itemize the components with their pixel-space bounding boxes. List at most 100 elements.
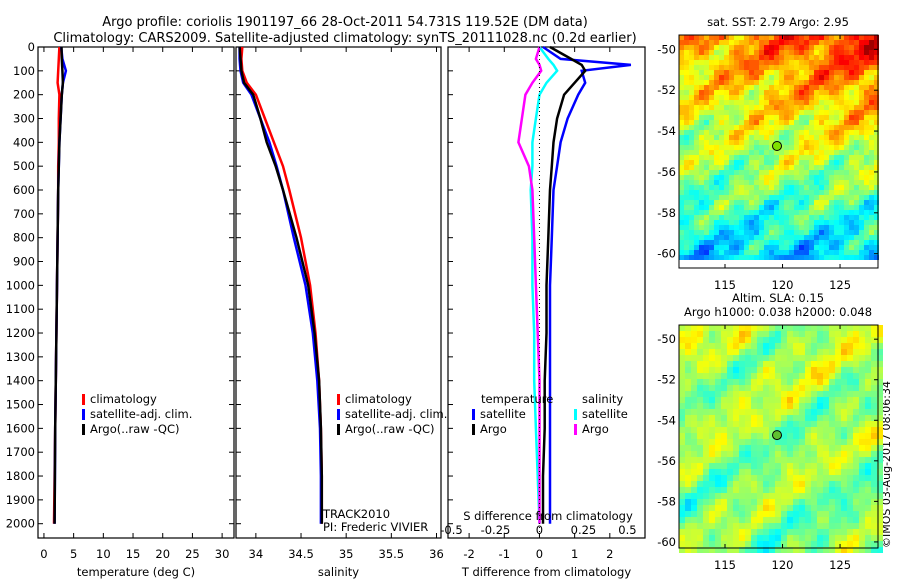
map-cell — [805, 433, 811, 439]
map-cell — [859, 50, 864, 55]
map-cell — [691, 499, 697, 505]
map-cell — [819, 105, 824, 110]
map-cell — [824, 135, 829, 140]
map-cell — [685, 523, 691, 529]
map-cell — [729, 210, 734, 215]
map-cell — [739, 200, 744, 205]
map-cell — [759, 190, 764, 195]
map-cell — [871, 403, 877, 409]
map-cell — [759, 125, 764, 130]
map-cell — [691, 325, 697, 331]
map-cell — [715, 433, 721, 439]
map-cell — [824, 185, 829, 190]
map-cell — [754, 45, 759, 50]
map-cell — [757, 481, 763, 487]
map-cell — [787, 397, 793, 403]
map-cell — [849, 190, 854, 195]
map-cell — [709, 150, 714, 155]
map-cell — [689, 150, 694, 155]
map-cell — [779, 155, 784, 160]
map-cell — [699, 210, 704, 215]
map-cell — [679, 409, 685, 415]
map-cell — [719, 250, 724, 255]
map-cell — [814, 75, 819, 80]
map-cell — [784, 190, 789, 195]
map-cell — [799, 85, 804, 90]
map-cell — [847, 547, 853, 553]
map-cell — [864, 90, 869, 95]
map-cell — [704, 230, 709, 235]
map-cell — [853, 343, 859, 349]
map-cell — [745, 517, 751, 523]
map-cell — [799, 150, 804, 155]
map-cell — [823, 421, 829, 427]
map-cell — [697, 427, 703, 433]
map-cell — [704, 95, 709, 100]
map-cell — [729, 125, 734, 130]
map-cell — [714, 110, 719, 115]
map-cell — [794, 250, 799, 255]
map-cell — [734, 185, 739, 190]
map-cell — [847, 337, 853, 343]
map-cell — [839, 205, 844, 210]
map-cell — [874, 60, 879, 65]
map-cell — [775, 373, 781, 379]
map-cell — [853, 325, 859, 331]
map-cell — [869, 45, 874, 50]
map-cell — [871, 421, 877, 427]
map-cell — [769, 75, 774, 80]
map-cell — [719, 240, 724, 245]
map-cell — [697, 451, 703, 457]
lat-tick-label: -58 — [657, 494, 676, 508]
map-cell — [775, 541, 781, 547]
map-cell — [781, 331, 787, 337]
map-cell — [823, 349, 829, 355]
map-cell — [829, 469, 835, 475]
map-cell — [829, 185, 834, 190]
map-cell — [847, 379, 853, 385]
map-cell — [805, 385, 811, 391]
map-cell — [835, 487, 841, 493]
map-cell — [774, 240, 779, 245]
map-cell — [829, 130, 834, 135]
map-cell — [769, 517, 775, 523]
map-cell — [849, 115, 854, 120]
map-cell — [835, 535, 841, 541]
map-cell — [864, 110, 869, 115]
map-cell — [834, 155, 839, 160]
map-cell — [839, 85, 844, 90]
map-cell — [811, 451, 817, 457]
map-cell — [823, 445, 829, 451]
map-cell — [823, 427, 829, 433]
map-cell — [689, 155, 694, 160]
annotation-track: TRACK2010 — [322, 507, 390, 521]
map-cell — [739, 55, 744, 60]
map-cell — [794, 240, 799, 245]
map-cell — [817, 523, 823, 529]
map-cell — [724, 85, 729, 90]
map-cell — [814, 230, 819, 235]
map-cell — [744, 235, 749, 240]
map-cell — [733, 385, 739, 391]
map-cell — [834, 175, 839, 180]
map-cell — [685, 397, 691, 403]
map-cell — [864, 185, 869, 190]
map-cell — [679, 140, 684, 145]
map-cell — [819, 195, 824, 200]
map-cell — [781, 487, 787, 493]
map-cell — [734, 105, 739, 110]
map-cell — [787, 445, 793, 451]
map-cell — [715, 361, 721, 367]
map-cell — [817, 505, 823, 511]
map-cell — [704, 155, 709, 160]
map-cell — [759, 60, 764, 65]
map-cell — [694, 40, 699, 45]
map-cell — [779, 235, 784, 240]
map-cell — [745, 499, 751, 505]
map-cell — [835, 445, 841, 451]
map-cell — [699, 165, 704, 170]
map-cell — [864, 55, 869, 60]
map-cell — [734, 60, 739, 65]
map-cell — [704, 115, 709, 120]
map-cell — [834, 90, 839, 95]
